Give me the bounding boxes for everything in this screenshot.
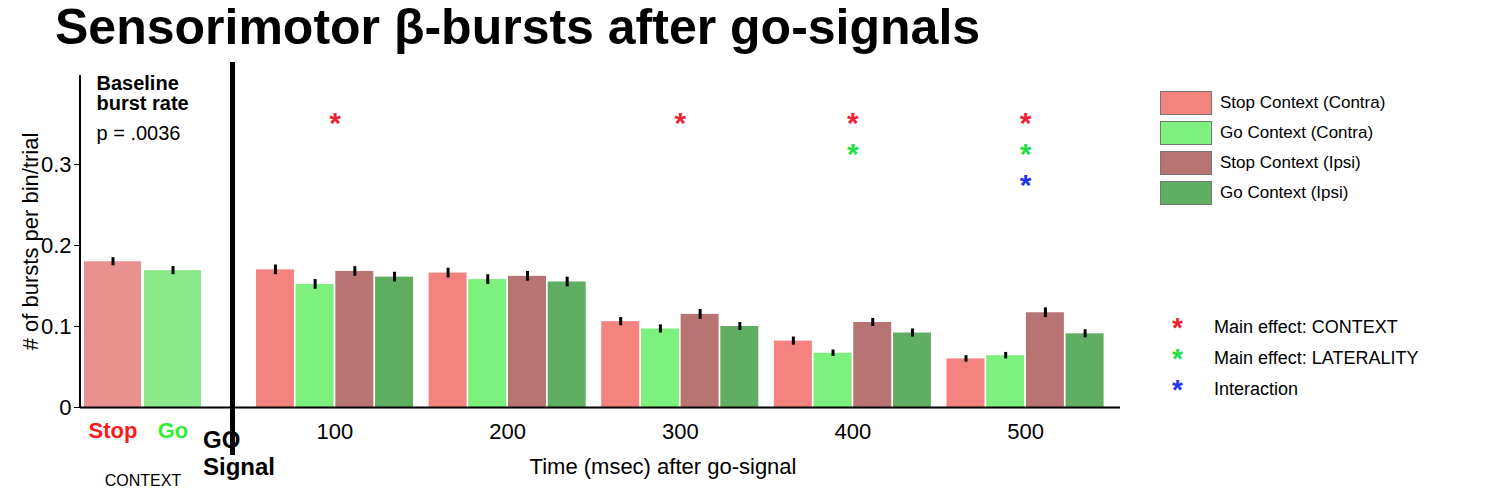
svg-text:*: * xyxy=(329,106,341,139)
html-text:Stop Context (Ipsi): Stop Context (Ipsi) xyxy=(1220,153,1361,172)
html-text:Go Context (Ipsi): Go Context (Ipsi) xyxy=(1220,183,1349,202)
svg-text:*: * xyxy=(674,106,686,139)
svg-text:Stop: Stop xyxy=(89,418,138,443)
svg-text:0.3: 0.3 xyxy=(41,152,72,177)
svg-text:CONTEXT: CONTEXT xyxy=(105,472,182,489)
svg-text:*: * xyxy=(1020,168,1032,201)
svg-text:0.2: 0.2 xyxy=(41,233,72,258)
svg-text:0.1: 0.1 xyxy=(41,314,72,339)
svg-text:100: 100 xyxy=(317,419,354,444)
svg-text:Time (msec) after go-signal: Time (msec) after go-signal xyxy=(530,454,797,479)
svg-text:200: 200 xyxy=(489,419,526,444)
html-text:Main effect: LATERALITY: Main effect: LATERALITY xyxy=(1214,348,1419,368)
svg-text:Baselineburst rate: Baselineburst rate xyxy=(97,72,189,114)
svg-text:*: * xyxy=(1020,137,1032,170)
svg-text:300: 300 xyxy=(662,419,699,444)
svg-text:*: * xyxy=(1020,106,1032,139)
html-text:Signal: Signal xyxy=(203,453,275,480)
svg-text:400: 400 xyxy=(835,419,872,444)
html-text:Stop Context (Contra): Stop Context (Contra) xyxy=(1220,93,1386,112)
svg-text:0: 0 xyxy=(59,395,71,420)
html-text:Main effect: CONTEXT: Main effect: CONTEXT xyxy=(1214,317,1398,337)
svg-text:# of bursts per bin/trial: # of bursts per bin/trial xyxy=(18,133,43,351)
html-text:Interaction: Interaction xyxy=(1214,379,1299,399)
html-text:Go Context (Contra): Go Context (Contra) xyxy=(1220,123,1374,142)
svg-text:p = .0036: p = .0036 xyxy=(97,122,181,144)
svg-text:500: 500 xyxy=(1007,419,1044,444)
html-text:Sensorimotor β-bursts after go: Sensorimotor β-bursts after go-signals xyxy=(55,0,981,55)
svg-text:Go: Go xyxy=(158,418,189,443)
svg-text:*: * xyxy=(847,137,859,170)
html-text:GO: GO xyxy=(203,426,241,453)
svg-text:*: * xyxy=(847,106,859,139)
